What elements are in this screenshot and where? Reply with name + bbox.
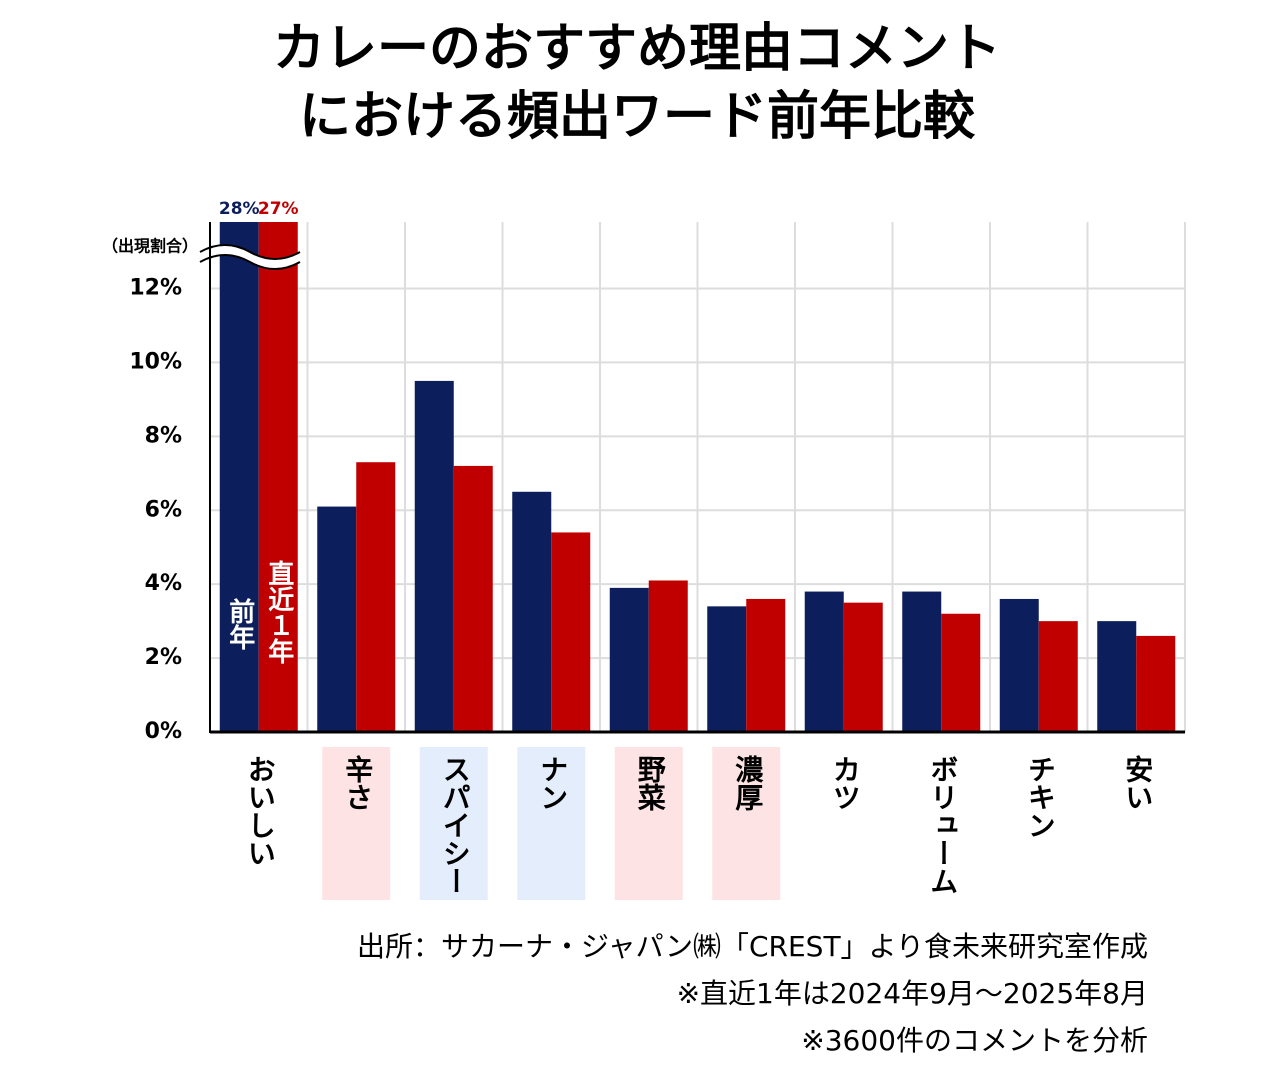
bar — [1136, 635, 1176, 732]
legend-label: 前年 — [225, 597, 255, 650]
bar — [609, 587, 649, 732]
note: ※3600件のコメントを分析 — [801, 1024, 1148, 1057]
x-tick-label: 辛さ — [341, 754, 374, 811]
note: ※直近1年は2024年9月～2025年8月 — [677, 977, 1148, 1010]
bar — [999, 598, 1039, 732]
x-tick-label: 安い — [1121, 755, 1154, 811]
bars — [219, 222, 1176, 732]
category-highlight — [419, 747, 488, 900]
chart-subtitle: における頻出ワード前年比較 — [299, 87, 976, 147]
bar — [551, 532, 591, 732]
value-label: 28% — [219, 199, 260, 219]
legend-label: 直近１年 — [264, 560, 294, 664]
x-tick-label: 野菜 — [634, 755, 667, 811]
y-tick-label: 8% — [145, 423, 182, 448]
x-tick-label: ナン — [536, 755, 569, 811]
bar — [843, 602, 883, 732]
bar — [804, 591, 844, 732]
bar — [707, 606, 747, 732]
x-tick-label: カツ — [829, 755, 862, 811]
x-tick-label: スパイシー — [439, 755, 472, 895]
note: 出所：サカーナ・ジャパン㈱「CREST」より食未来研究室作成 — [357, 930, 1148, 963]
bar — [317, 506, 357, 732]
bar — [902, 591, 942, 732]
bar — [453, 465, 493, 732]
bar — [414, 380, 454, 732]
category-highlight — [712, 747, 781, 900]
bar — [941, 613, 981, 732]
category-highlight — [322, 747, 391, 900]
y-tick-label: 2% — [145, 645, 182, 670]
y-tick-label: 4% — [145, 571, 182, 596]
axis-break-line — [199, 244, 301, 260]
x-tick-label: ボリューム — [926, 755, 959, 895]
bar — [512, 491, 552, 732]
x-tick-label: 濃厚 — [731, 755, 764, 811]
axis-break-line — [199, 254, 301, 270]
axis-break — [200, 245, 300, 269]
bar — [1097, 621, 1137, 732]
y-tick-label: 0% — [145, 719, 182, 744]
overlay: 0% 2% 4% 6% 8% 10% 12% おいしい 28%27% 辛さ スパイシー ナン 野菜 濃厚 カ… — [129, 199, 1185, 1057]
x-tick-label: チキン — [1024, 755, 1057, 839]
y-axis-label: （出現割合） — [102, 237, 198, 256]
bar — [219, 222, 259, 732]
category-highlight — [517, 747, 586, 900]
y-tick-label: 6% — [145, 497, 182, 522]
value-label: 27% — [258, 199, 299, 219]
category-highlight — [614, 747, 683, 900]
x-tick-label: おいしい — [244, 755, 277, 867]
bar — [356, 462, 396, 732]
y-tick-label: 10% — [129, 349, 182, 374]
bar — [648, 580, 688, 732]
y-tick-label: 12% — [129, 276, 182, 301]
chart-title: カレーのおすすめ理由コメント — [273, 19, 1001, 79]
bar — [258, 222, 298, 732]
bar — [1038, 621, 1078, 732]
bar — [746, 598, 786, 732]
